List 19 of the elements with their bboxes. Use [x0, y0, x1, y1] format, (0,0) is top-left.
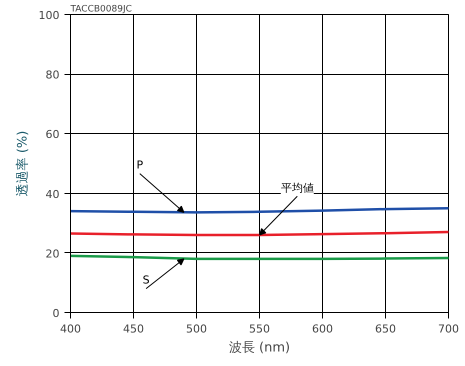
x-tick-label: 600 — [312, 322, 333, 336]
x-tick-label: 700 — [438, 322, 459, 336]
y-tick-label: 40 — [46, 188, 60, 201]
text: TACCB0089JC — [70, 4, 132, 14]
y-tick-label: 20 — [46, 247, 60, 260]
y-tick-label: 60 — [46, 128, 60, 142]
x-tick-label: 400 — [60, 322, 81, 336]
y-tick-label: 80 — [46, 68, 60, 82]
text: 平均値 — [280, 181, 314, 194]
x-tick-label: 650 — [375, 322, 396, 336]
series-label: S — [142, 274, 150, 287]
x-axis-title: 波長 (nm) — [228, 340, 290, 356]
y-tick-label: 100 — [38, 9, 60, 22]
y-tick-label: 0 — [52, 307, 60, 320]
y-axis-title: 透過率 (%) — [14, 130, 31, 196]
x-tick-label: 500 — [186, 322, 207, 336]
x-tick-label: 450 — [123, 322, 144, 336]
x-tick-label: 550 — [249, 322, 270, 336]
text: P — [136, 158, 144, 172]
